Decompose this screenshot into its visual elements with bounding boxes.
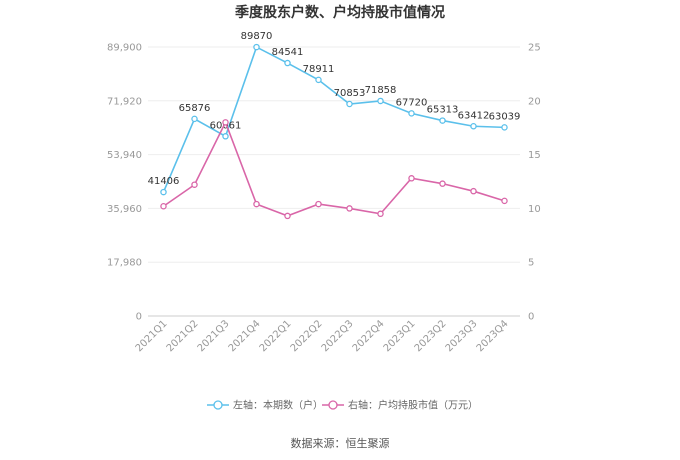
legend-label[interactable]: 左轴：本期数（户）: [233, 399, 323, 412]
x-tick-label: 2023Q3: [444, 318, 480, 354]
x-tick-label: 2021Q1: [134, 318, 170, 354]
data-point[interactable]: [191, 115, 198, 123]
right-tick-label: 10: [528, 204, 541, 215]
data-point[interactable]: [253, 43, 260, 51]
left-tick-label: 71,920: [107, 96, 142, 107]
data-point[interactable]: [222, 119, 229, 126]
left-tick-label: 53,940: [107, 150, 142, 161]
right-tick-label: 0: [528, 312, 534, 323]
right-tick-label: 15: [528, 150, 541, 161]
left-axis: 0 17,980 35,960 53,940 71,920 89,900: [107, 43, 142, 323]
left-tick-label: 0: [136, 312, 142, 323]
data-point[interactable]: [408, 110, 415, 117]
legend-label[interactable]: 右轴：户均持股市值（万元）: [348, 399, 478, 412]
x-tick-label: 2021Q3: [196, 318, 232, 354]
data-point[interactable]: [501, 124, 508, 131]
data-point[interactable]: [408, 175, 415, 182]
data-point[interactable]: [501, 197, 508, 205]
x-axis: 2021Q12021Q22021Q32021Q42022Q12022Q22022…: [134, 318, 511, 354]
x-tick-label: 2021Q4: [227, 318, 263, 354]
data-point[interactable]: [439, 117, 446, 124]
data-label: 71858: [365, 85, 397, 96]
data-point[interactable]: [377, 97, 384, 105]
x-tick-label: 2023Q1: [382, 318, 418, 354]
x-tick-label: 2022Q4: [351, 318, 387, 354]
data-point[interactable]: [160, 202, 167, 210]
data-label: 65876: [179, 103, 211, 114]
data-point[interactable]: [253, 200, 260, 208]
chart-title: 季度股东户数、户均持股市值情况: [234, 4, 445, 21]
legend-marker: [213, 400, 223, 410]
data-point[interactable]: [284, 212, 291, 220]
data-label: 67720: [396, 97, 428, 108]
x-tick-label: 2022Q3: [320, 318, 356, 354]
legend-marker: [328, 400, 338, 410]
x-tick-label: 2023Q2: [413, 318, 449, 354]
right-tick-label: 25: [528, 43, 541, 54]
x-tick-label: 2022Q2: [289, 318, 325, 354]
data-point[interactable]: [470, 123, 477, 130]
series-group: 41406 65876 60061 89870 84541 78911 70853 71858…: [148, 31, 521, 220]
data-label: 63412: [458, 110, 490, 121]
data-label: 78911: [303, 64, 335, 75]
data-label: 63039: [489, 111, 521, 122]
data-label: 41406: [148, 176, 180, 187]
right-axis: 0 5 10 15 20 25: [528, 43, 541, 323]
legend[interactable]: 左轴：本期数（户） 右轴：户均持股市值（万元）: [207, 399, 478, 412]
series-line-avg-value: [163, 120, 505, 217]
left-tick-label: 89,900: [107, 43, 142, 54]
data-point[interactable]: [439, 180, 446, 187]
data-point[interactable]: [160, 188, 167, 196]
data-label: 65313: [427, 105, 459, 116]
x-tick-label: 2023Q4: [475, 318, 511, 354]
data-point[interactable]: [284, 59, 291, 67]
data-label: 70853: [334, 88, 366, 99]
data-point[interactable]: [191, 181, 198, 188]
data-point[interactable]: [470, 187, 477, 195]
data-point[interactable]: [315, 76, 322, 84]
left-tick-label: 17,980: [107, 258, 142, 269]
data-point[interactable]: [222, 133, 229, 140]
data-point[interactable]: [377, 210, 384, 218]
data-label: 89870: [241, 31, 273, 42]
data-label: 60061: [210, 120, 242, 131]
left-tick-label: 35,960: [107, 204, 142, 215]
x-tick-label: 2021Q2: [165, 318, 201, 354]
source-note: 数据来源：恒生聚源: [291, 436, 390, 450]
data-point[interactable]: [315, 200, 322, 208]
x-tick-label: 2022Q1: [258, 318, 294, 354]
data-point[interactable]: [346, 205, 353, 212]
right-tick-label: 5: [528, 258, 534, 269]
right-tick-label: 20: [528, 96, 541, 107]
data-point[interactable]: [346, 100, 353, 108]
data-label: 84541: [272, 47, 304, 58]
